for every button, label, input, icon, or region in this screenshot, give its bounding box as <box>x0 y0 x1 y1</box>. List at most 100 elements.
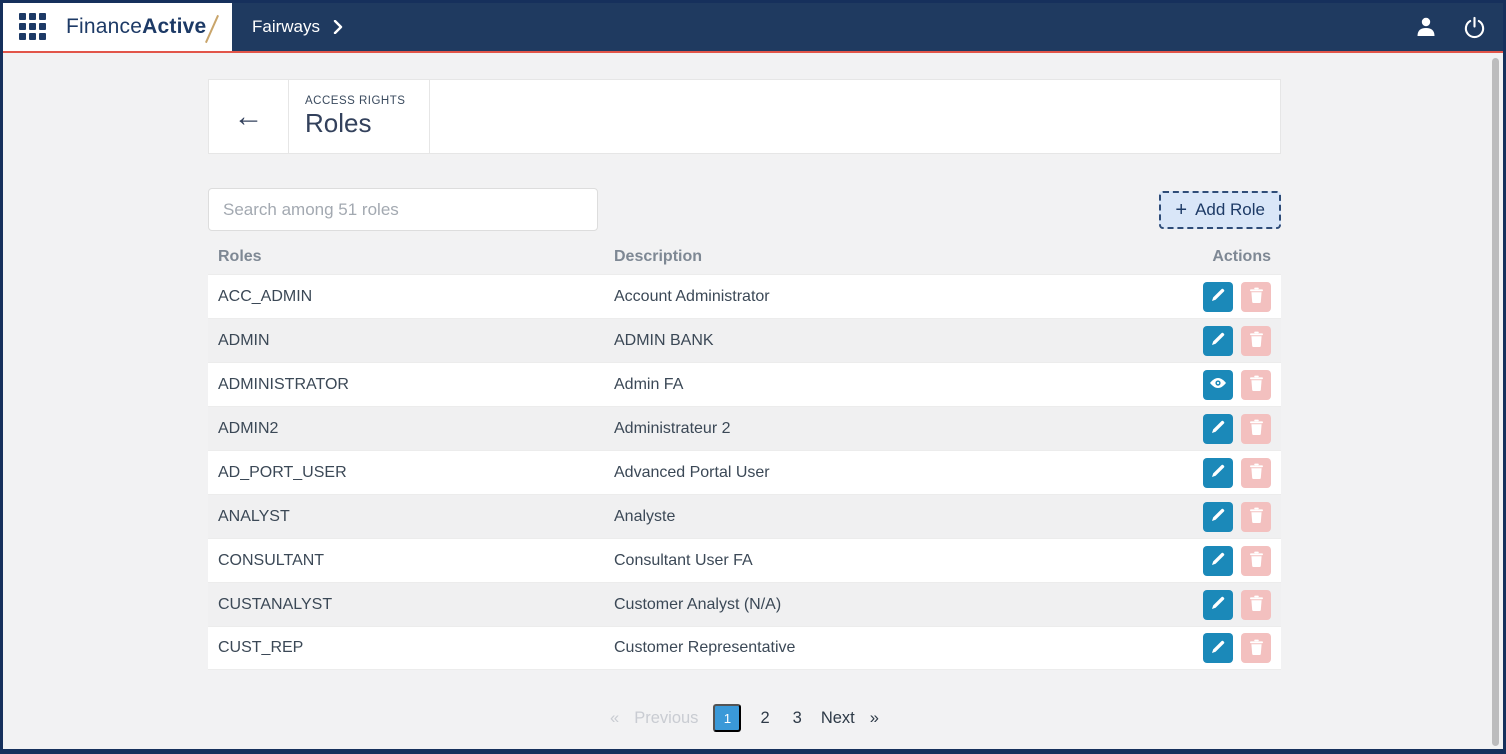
add-role-label: Add Role <box>1195 200 1265 219</box>
delete-role-button[interactable] <box>1241 589 1271 620</box>
main-content: ← ACCESS RIGHTS Roles + Add Role Roles D… <box>3 53 1281 732</box>
delete-role-button[interactable] <box>1241 457 1271 488</box>
table-row: CONSULTANT Consultant User FA <box>208 538 1281 582</box>
pagination-page-1-active[interactable]: 1 <box>713 704 742 732</box>
pencil-icon <box>1210 287 1226 306</box>
role-name-cell: AD_PORT_USER <box>218 463 347 481</box>
table-row: ANALYST Analyste <box>208 494 1281 538</box>
column-header-actions: Actions <box>1212 248 1271 265</box>
row-actions <box>1191 281 1281 312</box>
table-header-row: Roles Description Actions <box>208 248 1281 274</box>
role-name-cell: ADMIN <box>218 331 270 349</box>
row-actions <box>1191 545 1281 576</box>
breadcrumb-label[interactable]: Fairways <box>252 17 321 36</box>
section-label: ACCESS RIGHTS <box>305 95 406 107</box>
table-body: ACC_ADMIN Account Administrator ADMIN ADMIN… <box>208 274 1281 670</box>
pagination-prev-button: Previous <box>634 708 699 727</box>
search-input[interactable] <box>208 188 598 231</box>
delete-role-button[interactable] <box>1241 545 1271 576</box>
plus-icon: + <box>1175 199 1188 221</box>
pencil-icon <box>1210 331 1226 350</box>
role-description-cell: ADMIN BANK <box>614 331 714 349</box>
role-name-cell: ACC_ADMIN <box>218 287 313 305</box>
edit-role-button[interactable] <box>1203 457 1233 488</box>
delete-role-button[interactable] <box>1241 281 1271 312</box>
pencil-icon <box>1210 595 1226 614</box>
chevron-right-icon[interactable] <box>332 20 344 34</box>
edit-role-button[interactable] <box>1203 413 1233 444</box>
role-name-cell: CUSTANALYST <box>218 595 333 613</box>
add-role-button[interactable]: + Add Role <box>1159 191 1281 229</box>
delete-role-button[interactable] <box>1241 325 1271 356</box>
row-actions <box>1191 325 1281 356</box>
pagination-page-3[interactable]: 3 <box>792 708 802 727</box>
table-row: ADMIN2 Administrateur 2 <box>208 406 1281 450</box>
delete-role-button[interactable] <box>1241 633 1271 663</box>
user-icon[interactable] <box>1413 14 1439 40</box>
pencil-icon <box>1210 419 1226 438</box>
trash-icon <box>1249 287 1264 306</box>
header-spacer <box>430 80 1280 153</box>
pagination-next-symbol[interactable]: » <box>869 708 879 727</box>
pagination: « Previous 1 2 3 Next » <box>208 704 1281 732</box>
view-role-button[interactable] <box>1203 369 1233 400</box>
trash-icon <box>1249 551 1264 570</box>
edit-role-button[interactable] <box>1203 545 1233 576</box>
brand-logo[interactable]: Finance Active <box>66 10 220 44</box>
pencil-icon <box>1210 507 1226 526</box>
role-description-cell: Administrateur 2 <box>614 419 731 437</box>
navbar-right-actions <box>1413 3 1503 51</box>
trash-icon <box>1249 375 1264 394</box>
edit-role-button[interactable] <box>1203 589 1233 620</box>
back-arrow-icon: ← <box>233 99 264 133</box>
delete-role-button[interactable] <box>1241 501 1271 532</box>
edit-role-button[interactable] <box>1203 633 1233 663</box>
edit-role-button[interactable] <box>1203 325 1233 356</box>
role-description-cell: Admin FA <box>614 375 684 393</box>
pagination-prev-symbol: « <box>610 708 620 727</box>
table-row: ACC_ADMIN Account Administrator <box>208 274 1281 318</box>
toolbar: + Add Role <box>208 188 1281 231</box>
table-row: ADMINISTRATOR Admin FA <box>208 362 1281 406</box>
pagination-next-button[interactable]: Next <box>820 708 855 727</box>
trash-icon <box>1249 331 1264 350</box>
app-launcher-grid-icon[interactable] <box>18 12 48 42</box>
vertical-scrollbar[interactable] <box>1492 58 1499 746</box>
back-button[interactable]: ← <box>209 80 289 153</box>
pencil-icon <box>1210 639 1226 658</box>
trash-icon <box>1249 419 1264 438</box>
edit-role-button[interactable] <box>1203 281 1233 312</box>
row-actions <box>1191 633 1281 663</box>
role-description-cell: Advanced Portal User <box>614 463 770 481</box>
row-actions <box>1191 589 1281 620</box>
role-name-cell: ADMINISTRATOR <box>218 375 349 393</box>
app-window: Finance Active Fairways <box>3 3 1503 749</box>
role-description-cell: Consultant User FA <box>614 551 753 569</box>
row-actions <box>1191 501 1281 532</box>
role-name-cell: CONSULTANT <box>218 551 325 569</box>
delete-role-button[interactable] <box>1241 369 1271 400</box>
trash-icon <box>1249 463 1264 482</box>
pagination-page-2[interactable]: 2 <box>760 708 770 727</box>
row-actions <box>1191 413 1281 444</box>
trash-icon <box>1249 639 1264 658</box>
table-row: CUST_REP Customer Representative <box>208 626 1281 670</box>
role-description-cell: Customer Analyst (N/A) <box>614 595 782 613</box>
eye-icon <box>1209 376 1227 393</box>
brand-slash-icon <box>205 14 220 44</box>
role-description-cell: Account Administrator <box>614 287 770 305</box>
role-description-cell: Analyste <box>614 507 676 525</box>
edit-role-button[interactable] <box>1203 501 1233 532</box>
table-row: CUSTANALYST Customer Analyst (N/A) <box>208 582 1281 626</box>
pencil-icon <box>1210 551 1226 570</box>
roles-table: Roles Description Actions ACC_ADMIN Accou… <box>208 248 1281 670</box>
top-navbar: Finance Active Fairways <box>3 3 1503 53</box>
page-header-card: ← ACCESS RIGHTS Roles <box>208 79 1281 154</box>
brand-block: Finance Active <box>3 3 232 51</box>
trash-icon <box>1249 595 1264 614</box>
row-actions <box>1191 457 1281 488</box>
column-header-description: Description <box>614 248 703 265</box>
delete-role-button[interactable] <box>1241 413 1271 444</box>
power-logout-icon[interactable] <box>1461 14 1487 40</box>
table-row: AD_PORT_USER Advanced Portal User <box>208 450 1281 494</box>
